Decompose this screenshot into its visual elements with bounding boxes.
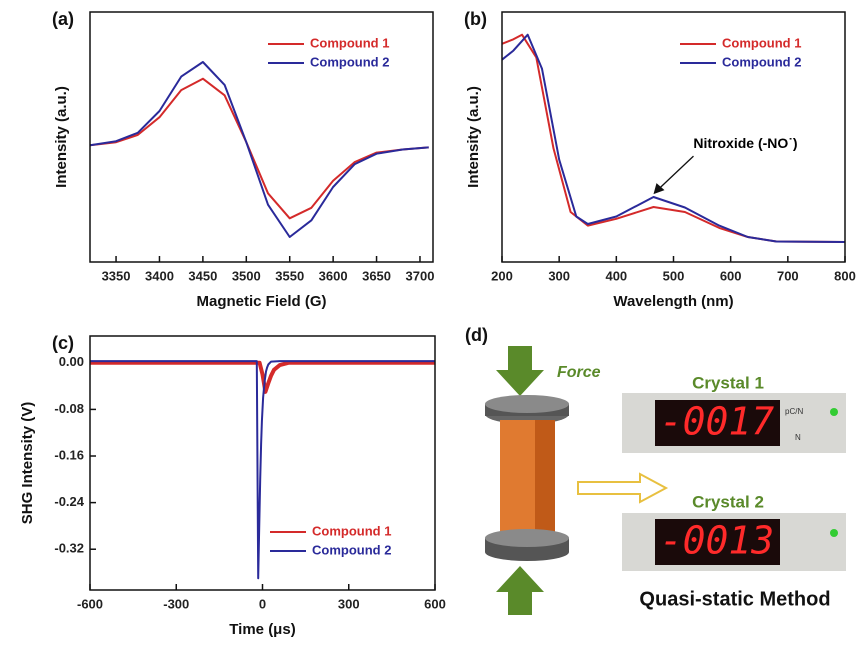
meter-display xyxy=(655,400,780,446)
x-tick-label: 3550 xyxy=(275,268,304,283)
crystal-1-label: Crystal 1 xyxy=(692,373,764,392)
crystal-2-label: Crystal 2 xyxy=(692,492,764,511)
legend-label: Compound 1 xyxy=(722,35,801,50)
panel-label: (a) xyxy=(52,9,74,29)
x-tick-label: 3700 xyxy=(406,268,435,283)
x-tick-label: 3650 xyxy=(362,268,391,283)
led xyxy=(830,408,838,416)
panel-d: (d) Force Crystal 1 -0017 pC/N N Crystal… xyxy=(465,325,846,615)
annotation: Nitroxide (-NO˙) xyxy=(693,135,797,151)
y-tick-label: -0.08 xyxy=(54,401,84,416)
led xyxy=(830,529,838,537)
panel-label: (b) xyxy=(464,9,487,29)
x-tick-label: -600 xyxy=(77,596,103,611)
legend-label: Compound 2 xyxy=(312,542,391,557)
y-axis-title: Intensity (a.u.) xyxy=(53,86,70,188)
meter-digits: -0017 xyxy=(660,400,775,444)
x-tick-label: 400 xyxy=(605,268,627,283)
x-tick-label: 3600 xyxy=(319,268,348,283)
flow-arrow xyxy=(577,472,669,504)
disk xyxy=(485,529,569,547)
panel-label: (c) xyxy=(52,333,74,353)
x-tick-label: 700 xyxy=(777,268,799,283)
x-tick-label: 800 xyxy=(834,268,856,283)
panel-label: (d) xyxy=(465,325,488,345)
series-line xyxy=(90,360,435,394)
x-axis-title: Wavelength (nm) xyxy=(613,293,733,310)
y-axis-title: SHG Intensity (V) xyxy=(19,402,36,525)
y-tick-label: -0.32 xyxy=(54,541,84,556)
x-tick-label: 300 xyxy=(548,268,570,283)
y-tick-label: -0.24 xyxy=(54,494,84,509)
x-axis-title: Magnetic Field (G) xyxy=(196,293,326,310)
series-line xyxy=(502,33,845,243)
x-tick-label: -300 xyxy=(163,596,189,611)
meter-n: N xyxy=(795,433,801,442)
method-label: Quasi-static Method xyxy=(639,588,830,610)
x-tick-label: 3350 xyxy=(102,268,131,283)
plot-frame xyxy=(501,11,846,263)
plot-frame xyxy=(89,11,434,263)
y-tick-label: 0.00 xyxy=(59,354,84,369)
disk xyxy=(485,543,569,561)
legend-label: Compound 2 xyxy=(722,54,801,69)
plot-frame xyxy=(89,335,436,591)
x-axis-title: Time (μs) xyxy=(229,621,295,638)
legend-label: Compound 1 xyxy=(310,35,389,50)
x-tick-label: 500 xyxy=(663,268,685,283)
arrow-head xyxy=(653,183,665,195)
force-label: Force xyxy=(557,364,601,381)
series-line xyxy=(90,61,429,238)
x-tick-label: 600 xyxy=(720,268,742,283)
series-line xyxy=(90,360,435,580)
meter-unit: pC/N xyxy=(785,407,803,416)
meter-display xyxy=(655,519,780,565)
series-line xyxy=(90,77,429,220)
crystal-shade xyxy=(535,420,555,540)
x-tick-label: 3400 xyxy=(145,268,174,283)
force-arrow xyxy=(496,566,544,615)
legend-label: Compound 2 xyxy=(310,54,389,69)
y-tick-label: -0.16 xyxy=(54,447,84,462)
x-tick-label: 0 xyxy=(259,596,266,611)
x-tick-label: 300 xyxy=(338,596,360,611)
x-tick-label: 600 xyxy=(424,596,446,611)
x-tick-label: 200 xyxy=(491,268,513,283)
legend-label: Compound 1 xyxy=(312,523,391,538)
annotation-arrow xyxy=(657,155,694,191)
x-tick-label: 3500 xyxy=(232,268,261,283)
disk xyxy=(485,395,569,413)
force-arrow xyxy=(496,346,544,396)
meter-digits: -0013 xyxy=(660,519,774,563)
x-tick-label: 3450 xyxy=(188,268,217,283)
y-axis-title: Intensity (a.u.) xyxy=(465,86,482,188)
